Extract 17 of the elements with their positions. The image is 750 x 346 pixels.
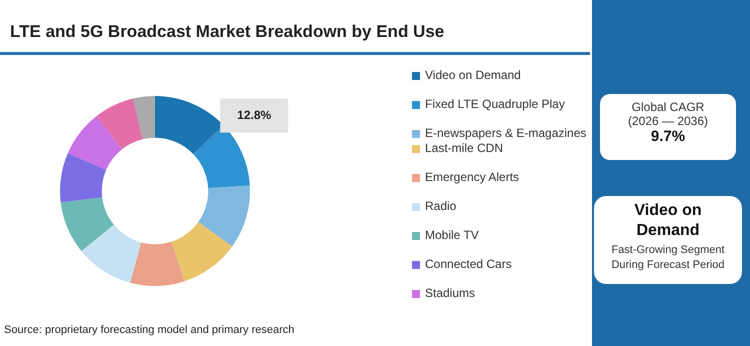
legend-label: Connected Cars [425,257,512,272]
text: Global CAGR [630,100,706,114]
text: 9.7% [650,128,686,145]
legend-label: Last-mile CDN [425,141,504,156]
legend-label: Radio [425,199,456,214]
text: Video on Demand [633,201,703,241]
data-label: 12.8% [237,108,272,122]
legend-label: Emergency Alerts [425,170,520,185]
source-note: Source: proprietary forecasting model and primary research [4,324,294,336]
text: Fast-Growing Segment During Forecast Period [610,243,726,273]
legend-label: Mobile TV [425,228,479,243]
legend-label: E-newspapers & E-magazines [425,126,586,141]
text: (2026 — 2036) [626,114,710,128]
chart-title: LTE and 5G Broadcast Market Breakdown by End Use [10,22,444,42]
legend-label: Video on Demand [425,68,521,83]
legend-label: Stadiums [425,286,476,301]
legend-label: Fixed LTE Quadruple Play [425,97,565,112]
